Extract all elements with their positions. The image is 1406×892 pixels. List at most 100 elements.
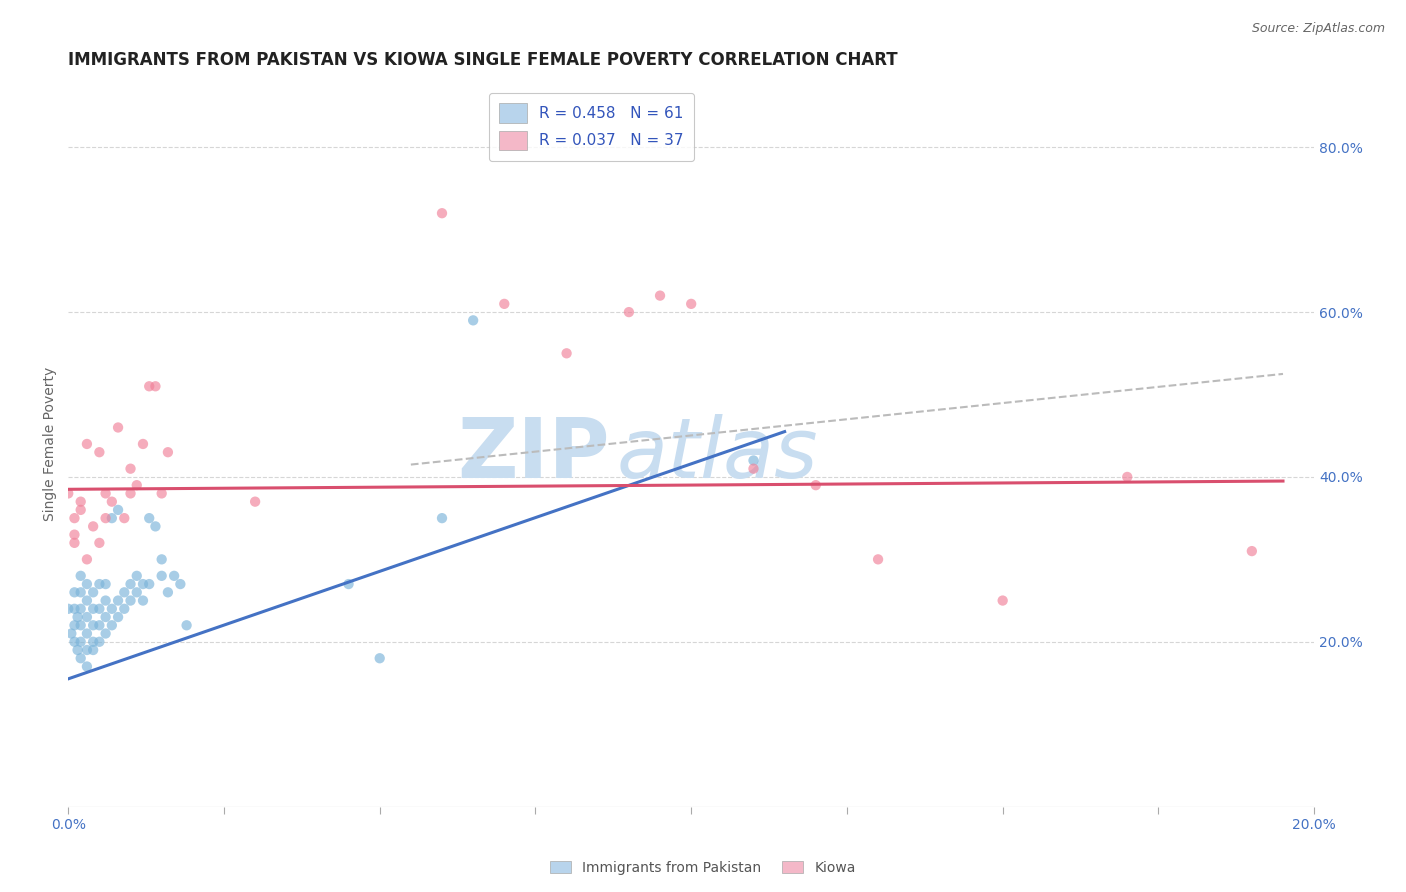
Point — [76, 577, 98, 591]
Point — [69, 651, 91, 665]
Point — [150, 486, 173, 500]
Point — [125, 585, 148, 599]
Legend: R = 0.458   N = 61, R = 0.037   N = 37: R = 0.458 N = 61, R = 0.037 N = 37 — [489, 93, 695, 161]
Point — [138, 379, 160, 393]
Point — [991, 593, 1014, 607]
Point — [107, 593, 129, 607]
Point — [76, 593, 98, 607]
Text: Source: ZipAtlas.com: Source: ZipAtlas.com — [1251, 22, 1385, 36]
Point — [742, 453, 765, 467]
Point — [76, 552, 98, 566]
Point — [76, 643, 98, 657]
Point — [555, 346, 578, 360]
Point — [132, 437, 155, 451]
Point — [66, 643, 89, 657]
Point — [112, 585, 135, 599]
Point — [60, 626, 83, 640]
Point — [617, 305, 640, 319]
Point — [89, 577, 111, 591]
Point — [82, 634, 104, 648]
Point — [868, 552, 890, 566]
Point — [120, 577, 142, 591]
Point — [804, 478, 827, 492]
Point — [169, 577, 191, 591]
Point — [101, 494, 124, 508]
Point — [742, 461, 765, 475]
Point — [89, 445, 111, 459]
Point — [463, 313, 485, 327]
Point — [94, 577, 117, 591]
Point — [120, 593, 142, 607]
Point — [82, 519, 104, 533]
Point — [145, 519, 167, 533]
Point — [120, 461, 142, 475]
Point — [89, 536, 111, 550]
Point — [156, 585, 179, 599]
Point — [76, 610, 98, 624]
Point — [69, 569, 91, 583]
Point — [63, 527, 86, 541]
Point — [368, 651, 391, 665]
Point — [69, 634, 91, 648]
Point — [82, 618, 104, 632]
Point — [150, 552, 173, 566]
Point — [66, 610, 89, 624]
Point — [63, 536, 86, 550]
Point — [138, 577, 160, 591]
Point — [89, 634, 111, 648]
Point — [101, 511, 124, 525]
Point — [112, 602, 135, 616]
Point — [107, 503, 129, 517]
Text: atlas: atlas — [616, 415, 818, 495]
Point — [107, 610, 129, 624]
Point — [1240, 544, 1263, 558]
Point — [145, 379, 167, 393]
Point — [101, 618, 124, 632]
Point — [94, 626, 117, 640]
Point — [125, 478, 148, 492]
Point — [681, 297, 703, 311]
Point — [176, 618, 198, 632]
Point — [69, 618, 91, 632]
Point — [138, 511, 160, 525]
Point — [112, 511, 135, 525]
Point — [648, 288, 671, 302]
Point — [1116, 470, 1139, 484]
Point — [430, 511, 453, 525]
Point — [150, 569, 173, 583]
Point — [94, 511, 117, 525]
Point — [58, 602, 80, 616]
Point — [63, 618, 86, 632]
Point — [82, 643, 104, 657]
Point — [494, 297, 516, 311]
Point — [63, 585, 86, 599]
Point — [63, 602, 86, 616]
Point — [69, 602, 91, 616]
Point — [163, 569, 186, 583]
Point — [107, 420, 129, 434]
Point — [94, 593, 117, 607]
Point — [58, 486, 80, 500]
Point — [76, 659, 98, 673]
Point — [69, 494, 91, 508]
Point — [132, 577, 155, 591]
Point — [89, 602, 111, 616]
Point — [337, 577, 360, 591]
Point — [125, 569, 148, 583]
Point — [76, 437, 98, 451]
Text: ZIP: ZIP — [458, 415, 610, 495]
Point — [243, 494, 266, 508]
Point — [120, 486, 142, 500]
Text: IMMIGRANTS FROM PAKISTAN VS KIOWA SINGLE FEMALE POVERTY CORRELATION CHART: IMMIGRANTS FROM PAKISTAN VS KIOWA SINGLE… — [69, 51, 898, 69]
Point — [94, 610, 117, 624]
Point — [82, 602, 104, 616]
Point — [430, 206, 453, 220]
Point — [69, 503, 91, 517]
Point — [76, 626, 98, 640]
Point — [63, 511, 86, 525]
Point — [156, 445, 179, 459]
Point — [94, 486, 117, 500]
Y-axis label: Single Female Poverty: Single Female Poverty — [44, 367, 58, 521]
Point — [69, 585, 91, 599]
Point — [82, 585, 104, 599]
